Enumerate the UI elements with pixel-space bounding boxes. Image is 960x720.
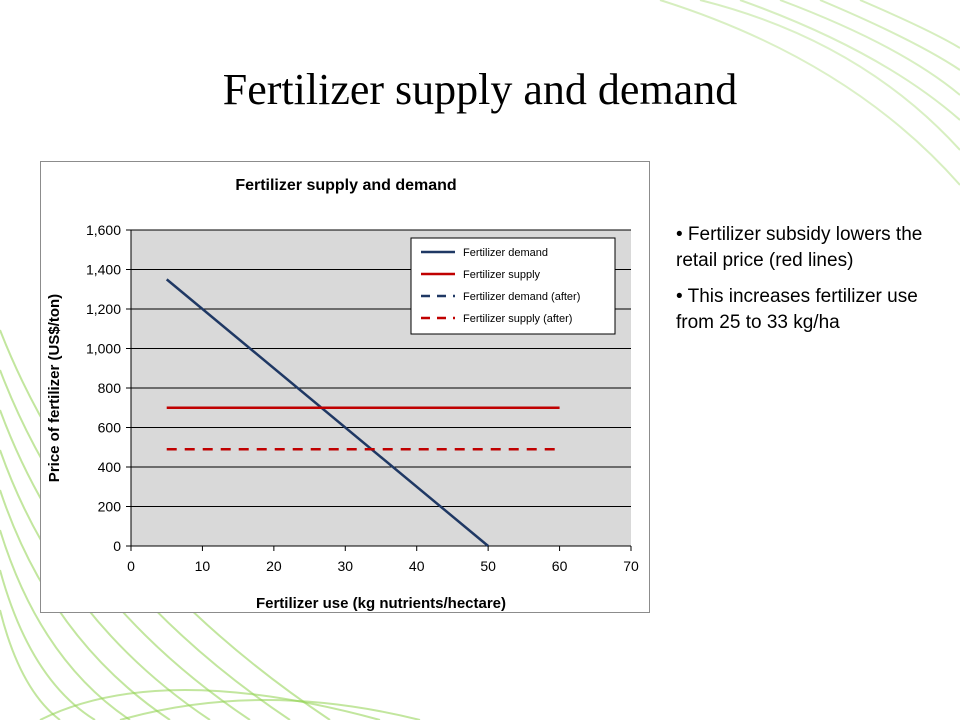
series-line-0 (165, 278, 489, 547)
y-tick-label: 0 (113, 538, 121, 554)
y-tick-label: 1,400 (86, 262, 121, 278)
y-tick-label: 200 (98, 499, 122, 515)
chart-title: Fertilizer supply and demand (235, 177, 456, 194)
bullet-list: • Fertilizer subsidy lowers the retail p… (676, 222, 926, 346)
bullet-increase: • This increases fertilizer use from 25 … (676, 286, 918, 333)
y-tick-label: 400 (98, 459, 122, 475)
y-tick-label: 1,200 (86, 301, 121, 317)
x-tick-label: 0 (127, 558, 135, 574)
x-tick-label: 50 (480, 558, 496, 574)
y-tick-label: 800 (98, 380, 122, 396)
x-tick-label: 30 (337, 558, 353, 574)
x-tick-label: 10 (195, 558, 211, 574)
legend-label: Fertilizer supply (after) (463, 313, 572, 325)
slide-title: Fertilizer supply and demand (222, 65, 738, 114)
x-tick-label: 60 (552, 558, 568, 574)
chart: 0 200 400 600 800 1,000 1,200 1,400 1,600 0 10 20 30… (46, 177, 639, 612)
y-tick-label: 600 (98, 420, 122, 436)
y-tick-label: 1,600 (86, 222, 121, 238)
x-tick-label: 20 (266, 558, 282, 574)
x-tick-label: 40 (409, 558, 425, 574)
chart-frame: 0 200 400 600 800 1,000 1,200 1,400 1,600 0 10 20 30… (40, 161, 650, 613)
y-tick-label: 1,000 (86, 341, 121, 357)
legend-label: Fertilizer supply (463, 269, 541, 281)
x-tick-label: 70 (623, 558, 639, 574)
top-right-swoosh (659, 0, 960, 186)
x-axis-title: Fertilizer use (kg nutrients/hectare) (256, 595, 506, 612)
legend-label: Fertilizer demand (after) (463, 291, 580, 303)
y-axis-title: Price of fertilizer (US$/ton) (46, 294, 63, 482)
bullet-subsidy: • Fertilizer subsidy lowers the retail p… (676, 224, 923, 271)
legend-label: Fertilizer demand (463, 247, 548, 259)
